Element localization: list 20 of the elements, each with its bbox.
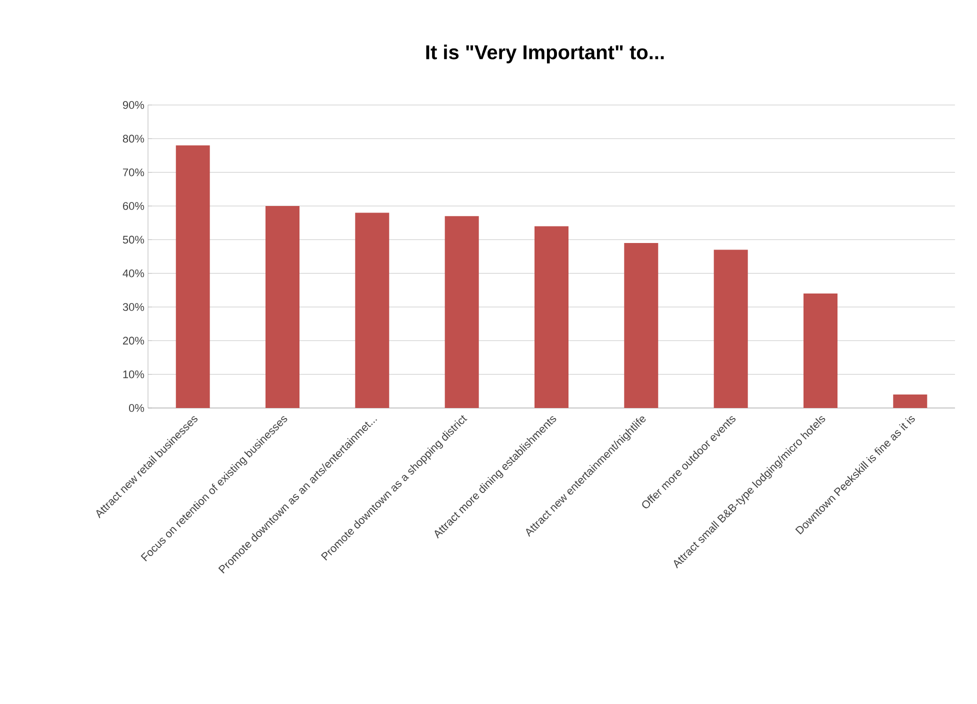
- bar: [624, 243, 658, 408]
- y-tick-label: 30%: [122, 303, 144, 311]
- y-tick-label: 20%: [123, 336, 144, 345]
- y-tick-label: 60%: [123, 202, 144, 210]
- bar: [444, 216, 479, 408]
- y-tick-label: 70%: [123, 168, 144, 176]
- bar: [714, 250, 748, 408]
- y-tick-label: 80%: [122, 134, 144, 143]
- y-tick-label: 90%: [122, 101, 144, 109]
- chart-title: It is "Very Important" to...: [426, 44, 664, 64]
- y-tick-label: 10%: [123, 370, 144, 378]
- y-tick-label: 50%: [122, 236, 144, 244]
- y-tick-label: 40%: [122, 269, 144, 278]
- bar: [534, 226, 568, 408]
- bar: [804, 294, 838, 408]
- bar: [266, 206, 300, 408]
- bar: [355, 212, 390, 408]
- bar: [893, 394, 928, 408]
- bar: [176, 145, 210, 408]
- y-tick-label: 0%: [128, 404, 144, 412]
